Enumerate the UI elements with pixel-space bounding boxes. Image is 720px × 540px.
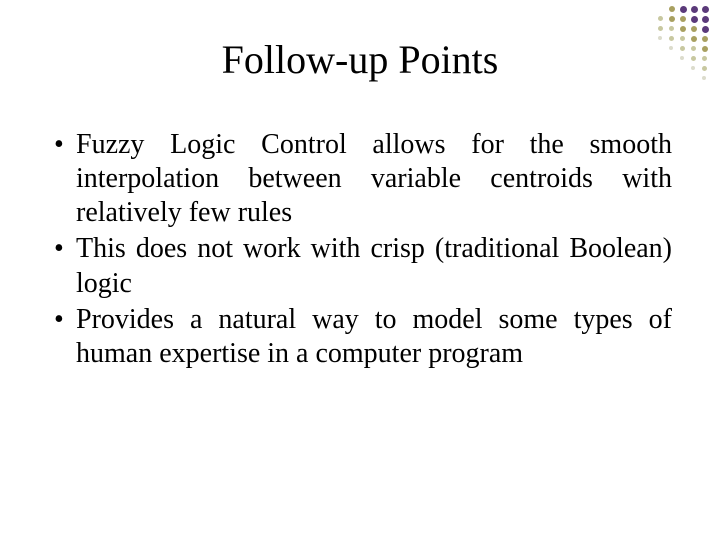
bullet-marker: • <box>52 303 76 337</box>
decoration-dot <box>680 6 687 13</box>
decoration-dot <box>669 26 674 31</box>
decoration-dot <box>702 16 709 23</box>
decoration-dot <box>669 6 675 12</box>
decoration-dot <box>669 16 675 22</box>
bullet-text: Fuzzy Logic Control allows for the smoot… <box>76 128 672 230</box>
bullet-item: •This does not work with crisp (traditio… <box>52 232 672 300</box>
decoration-dot <box>691 26 697 32</box>
bullet-item: •Fuzzy Logic Control allows for the smoo… <box>52 128 672 230</box>
decoration-dot <box>702 26 709 33</box>
bullet-marker: • <box>52 128 76 162</box>
decoration-dot <box>680 16 686 22</box>
bullet-text: Provides a natural way to model some typ… <box>76 303 672 371</box>
bullet-item: •Provides a natural way to model some ty… <box>52 303 672 371</box>
decoration-dot <box>702 6 709 13</box>
decoration-dot <box>691 16 698 23</box>
slide-title: Follow-up Points <box>0 36 720 83</box>
bullet-marker: • <box>52 232 76 266</box>
decoration-dot <box>658 26 663 31</box>
decoration-dot <box>691 6 698 13</box>
bullet-list: •Fuzzy Logic Control allows for the smoo… <box>52 128 672 373</box>
slide: Follow-up Points •Fuzzy Logic Control al… <box>0 0 720 540</box>
decoration-dot <box>680 26 686 32</box>
decoration-dot <box>658 16 663 21</box>
bullet-text: This does not work with crisp (tradition… <box>76 232 672 300</box>
